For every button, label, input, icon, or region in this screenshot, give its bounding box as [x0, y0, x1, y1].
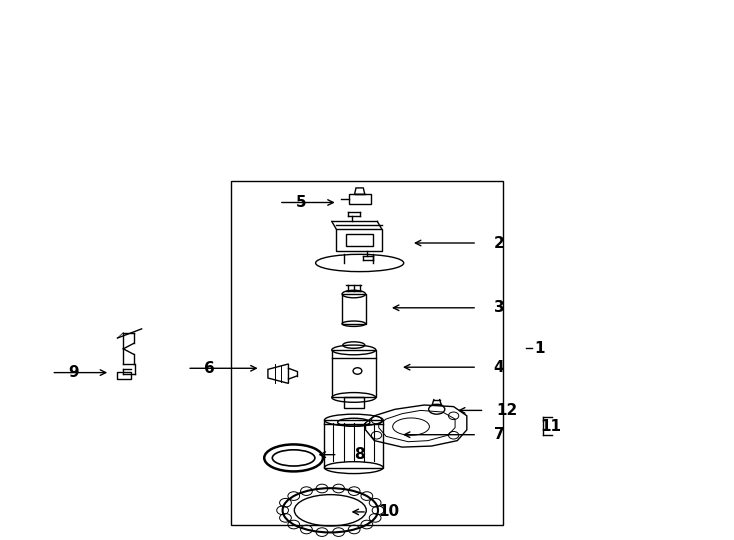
Text: 6: 6: [204, 361, 214, 376]
Text: 12: 12: [496, 403, 517, 418]
Text: 11: 11: [540, 419, 561, 434]
Text: 10: 10: [379, 504, 399, 519]
Text: 2: 2: [494, 235, 504, 251]
Text: 3: 3: [494, 300, 504, 315]
Text: 9: 9: [68, 365, 79, 380]
Text: 8: 8: [355, 447, 365, 462]
Text: 7: 7: [494, 427, 504, 442]
Text: 5: 5: [296, 195, 306, 210]
Text: 4: 4: [494, 360, 504, 375]
Text: 1: 1: [534, 341, 545, 356]
